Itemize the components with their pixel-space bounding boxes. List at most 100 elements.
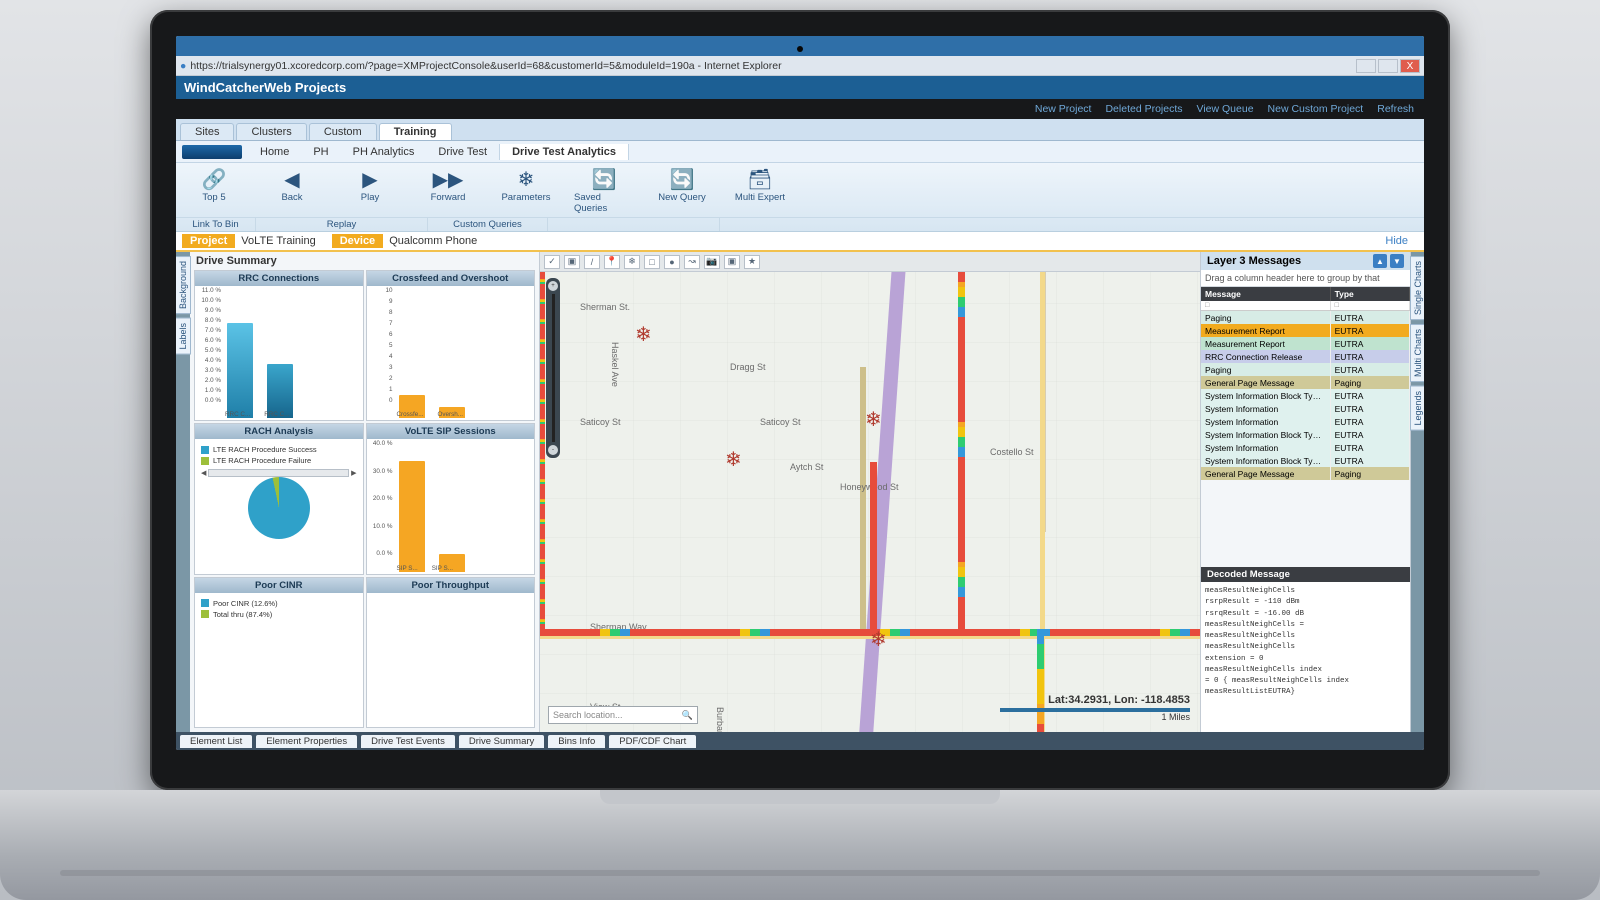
ribbon-group-multi-expert[interactable]: 🗃 Multi Expert <box>730 166 790 203</box>
nav-ph-analytics[interactable]: PH Analytics <box>341 144 427 160</box>
bottom-tab-drive-test-events[interactable]: Drive Test Events <box>361 735 455 748</box>
map-coordinates-label: Lat:34.2931, Lon: -118.4853 <box>1048 694 1190 706</box>
ribbon-group-play[interactable]: ▶ Play <box>340 166 400 203</box>
rrc-bar-chart-xlabels: RRC C... RRC C... <box>225 411 357 418</box>
ribbon-toolbar: 🔗 Top 5 ◀ Back ▶ Play ▶▶ <box>176 163 1424 232</box>
tab-sites[interactable]: Sites <box>180 123 234 140</box>
ribbon-icon-row: 🔗 Top 5 ◀ Back ▶ Play ▶▶ <box>176 163 1424 217</box>
tower-icon-3[interactable]: ❄ <box>870 627 887 652</box>
ribbon-group-new-query[interactable]: 🔄 New Query <box>652 166 712 203</box>
table-row[interactable]: General Page Message Paging <box>1201 467 1410 480</box>
map-tool-layers[interactable]: ▣ <box>564 255 580 269</box>
map-zoom-in-button[interactable]: + <box>548 281 558 291</box>
table-row[interactable]: System Information EUTRA <box>1201 402 1410 415</box>
maximize-button[interactable] <box>1378 59 1398 73</box>
tab-custom[interactable]: Custom <box>309 123 377 140</box>
map-tool-square[interactable]: □ <box>644 255 660 269</box>
hide-link[interactable]: Hide <box>1385 235 1418 247</box>
decoded-message-body[interactable]: measResultNeighCells rsrpResult = -110 d… <box>1201 582 1410 732</box>
bottom-tab-element-list[interactable]: Element List <box>180 735 252 748</box>
rach-legend-item-0: LTE RACH Procedure Success <box>201 445 357 454</box>
map-tool-box[interactable]: ▣ <box>724 255 740 269</box>
table-row[interactable]: Measurement Report EUTRA <box>1201 324 1410 337</box>
tower-icon-2[interactable]: ❄ <box>725 447 742 472</box>
table-row[interactable]: Measurement Report EUTRA <box>1201 337 1410 350</box>
tower-icon-0[interactable]: ❄ <box>635 322 652 347</box>
map-zoom-slider[interactable]: + - <box>546 278 560 458</box>
rach-legend: LTE RACH Procedure Success LTE RACH Proc… <box>197 441 361 477</box>
map-tool-route[interactable]: ↝ <box>684 255 700 269</box>
link-deleted-projects[interactable]: Deleted Projects <box>1105 103 1182 115</box>
search-icon[interactable]: 🔍 <box>682 710 693 721</box>
widget-poor-cinr-body: Poor CINR (12.6%) Total thru (87.4%) <box>195 593 363 727</box>
address-bar-text[interactable]: https://trialsynergy01.xcoredcorp.com/?p… <box>190 60 781 72</box>
map-search-box[interactable]: Search location... 🔍 <box>548 706 698 724</box>
table-row[interactable]: RRC Connection Release EUTRA <box>1201 350 1410 363</box>
widget-crossfeed-overshoot-body: 0 1 2 3 4 5 6 7 <box>367 286 535 420</box>
link-view-queue[interactable]: View Queue <box>1197 103 1254 115</box>
nav-ph[interactable]: PH <box>301 144 340 160</box>
map-area[interactable]: ✓ ▣ / 📍 ❄ □ ● ↝ 📷 ▣ ★ <box>540 252 1200 732</box>
sort-up-button[interactable]: ▲ <box>1373 254 1387 268</box>
vtab-labels[interactable]: Labels <box>176 318 191 355</box>
ribbon-group-top5[interactable]: 🔗 Top 5 <box>184 166 244 203</box>
minimize-button[interactable] <box>1356 59 1376 73</box>
nav-drive-test-analytics[interactable]: Drive Test Analytics <box>499 144 629 160</box>
bottom-tab-element-properties[interactable]: Element Properties <box>256 735 357 748</box>
nav-home[interactable]: Home <box>248 144 301 160</box>
ribbon-group-back[interactable]: ◀ Back <box>262 166 322 203</box>
table-row[interactable]: Paging EUTRA <box>1201 311 1410 324</box>
ribbon-group-parameters[interactable]: ❄ Parameters <box>496 166 556 203</box>
link-new-custom-project[interactable]: New Custom Project <box>1268 103 1364 115</box>
tower-icon-1[interactable]: ❄ <box>865 407 882 432</box>
map-tool-measure[interactable]: ❄ <box>624 255 640 269</box>
top-right-links: New Project Deleted Projects View Queue … <box>1035 103 1424 115</box>
map-tool-circle[interactable]: ● <box>664 255 680 269</box>
link-refresh[interactable]: Refresh <box>1377 103 1414 115</box>
rrc-bar-2[interactable] <box>267 364 293 419</box>
rach-scroll-left-arrow[interactable]: ◀ <box>201 469 206 477</box>
bottom-tab-drive-summary[interactable]: Drive Summary <box>459 735 544 748</box>
rrc-bar-1[interactable] <box>227 323 253 418</box>
rach-scroll-track[interactable] <box>208 469 349 477</box>
vtab-single-charts[interactable]: Single Charts <box>1410 256 1425 320</box>
map-tool-camera[interactable]: 📷 <box>704 255 720 269</box>
tab-clusters[interactable]: Clusters <box>236 123 306 140</box>
table-row[interactable]: System Information Block Type1 EUTRA <box>1201 389 1410 402</box>
table-row[interactable]: Paging EUTRA <box>1201 363 1410 376</box>
vtab-multi-charts[interactable]: Multi Charts <box>1410 324 1425 382</box>
ribbon-group-forward[interactable]: ▶▶ Forward <box>418 166 478 203</box>
map-tool-star[interactable]: ★ <box>744 255 760 269</box>
link-new-project[interactable]: New Project <box>1035 103 1092 115</box>
close-button[interactable]: X <box>1400 59 1420 73</box>
map-canvas[interactable]: + - <box>540 272 1200 732</box>
map-zoom-out-button[interactable]: - <box>548 445 558 455</box>
rach-scroll-right-arrow[interactable]: ▶ <box>351 469 356 477</box>
map-zoom-track[interactable] <box>552 294 555 442</box>
table-row[interactable]: General Page Message Paging <box>1201 376 1410 389</box>
table-row[interactable]: System Information EUTRA <box>1201 441 1410 454</box>
layer3-group-hint[interactable]: Drag a column header here to group by th… <box>1201 270 1410 287</box>
tab-training[interactable]: Training <box>379 123 452 140</box>
browser-address-bar[interactable]: ● https://trialsynergy01.xcoredcorp.com/… <box>176 56 1424 76</box>
sip-bar-1[interactable] <box>399 461 425 572</box>
layer3-messages-header: Layer 3 Messages ▲ ▼ <box>1201 252 1410 270</box>
map-tool-pin[interactable]: 📍 <box>604 255 620 269</box>
sort-down-button[interactable]: ▼ <box>1390 254 1404 268</box>
street-label-3: Saticoy St <box>580 417 621 427</box>
table-row[interactable]: System Information Block Type1 EUTRA <box>1201 454 1410 467</box>
bottom-tab-bins-info[interactable]: Bins Info <box>548 735 605 748</box>
widget-volte-sip-sessions-title: VoLTE SIP Sessions <box>367 424 535 439</box>
rach-legend-scrollbar[interactable]: ◀ ▶ <box>201 469 357 477</box>
vtab-background[interactable]: Background <box>176 256 191 314</box>
ribbon-group-saved-queries[interactable]: 🔄 Saved Queries <box>574 166 634 214</box>
rach-pie-chart[interactable] <box>248 477 310 539</box>
nav-drive-test[interactable]: Drive Test <box>426 144 499 160</box>
map-tool-select[interactable]: ✓ <box>544 255 560 269</box>
vtab-legends[interactable]: Legends <box>1410 386 1425 431</box>
layer3-table-filter-row[interactable]: □ □ <box>1201 301 1410 311</box>
table-row[interactable]: System Information EUTRA <box>1201 415 1410 428</box>
bottom-tab-pdf-cdf-chart[interactable]: PDF/CDF Chart <box>609 735 696 748</box>
table-row[interactable]: System Information Block Type4 EUTRA <box>1201 428 1410 441</box>
map-tool-draw-line[interactable]: / <box>584 255 600 269</box>
